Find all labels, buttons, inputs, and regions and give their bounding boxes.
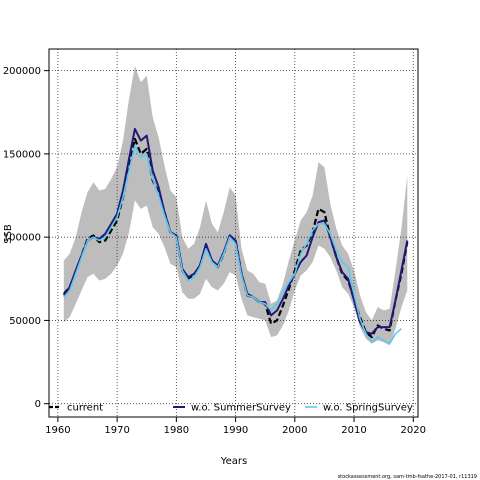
axis-layer: 1960 1970 1980 1990 2000 2010 2020 0 50000 100000… <box>3 48 426 436</box>
x-tick-label: 1980 <box>164 425 189 436</box>
x-tick-label: 2010 <box>341 425 366 436</box>
legend-label: w.o. SpringSurvey <box>323 403 413 414</box>
legend: current w.o. SummerSurvey w.o. SpringSurve… <box>49 403 413 414</box>
y-tick-label: 200000 <box>3 66 41 77</box>
series-layer <box>62 127 409 345</box>
x-tick-label: 2000 <box>282 425 307 436</box>
legend-label: current <box>67 403 103 414</box>
x-tick-label: 2020 <box>401 425 426 436</box>
plot-frame <box>48 48 419 418</box>
y-tick-label: 100000 <box>3 233 41 244</box>
x-tick-label: 1960 <box>45 425 70 436</box>
y-tick-label: 50000 <box>9 316 41 327</box>
y-tick-label: 0 <box>35 399 41 410</box>
x-axis-title: Years <box>220 456 247 467</box>
series-line-w-o-summersurvey <box>62 127 409 335</box>
x-tick-label: 1990 <box>223 425 248 436</box>
x-tick-label: 1970 <box>104 425 129 436</box>
legend-label: w.o. SummerSurvey <box>191 403 291 414</box>
y-axis-title: SSB <box>3 224 14 244</box>
footnote: stockassessment.org, sam-tmb-fsathe-2017… <box>338 474 477 480</box>
series-line-w-o-springsurvey <box>63 144 402 345</box>
grid-layer <box>49 49 418 417</box>
y-tick-label: 150000 <box>3 149 41 160</box>
